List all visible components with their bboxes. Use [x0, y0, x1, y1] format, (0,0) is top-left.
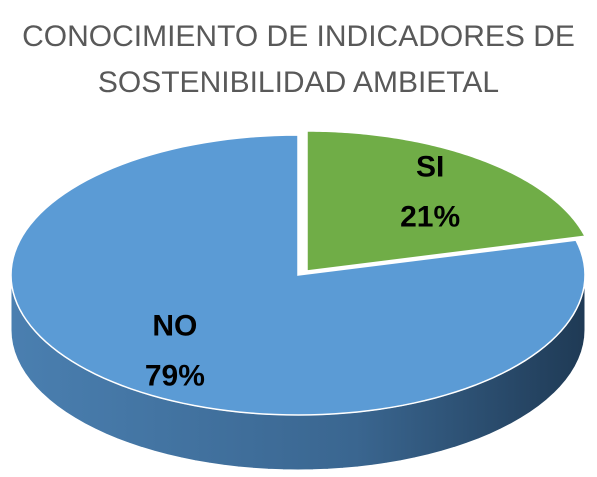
slice — [10, 134, 586, 416]
slice — [306, 130, 587, 272]
slice-category-label: NO — [152, 309, 197, 342]
slice-value-label: 79% — [145, 359, 205, 392]
slice-category-label: SI — [416, 150, 444, 183]
chart-title: CONOCIMIENTO DE INDICADORES DE SOSTENIBI… — [22, 20, 575, 99]
slice-value-label: 21% — [400, 200, 460, 233]
